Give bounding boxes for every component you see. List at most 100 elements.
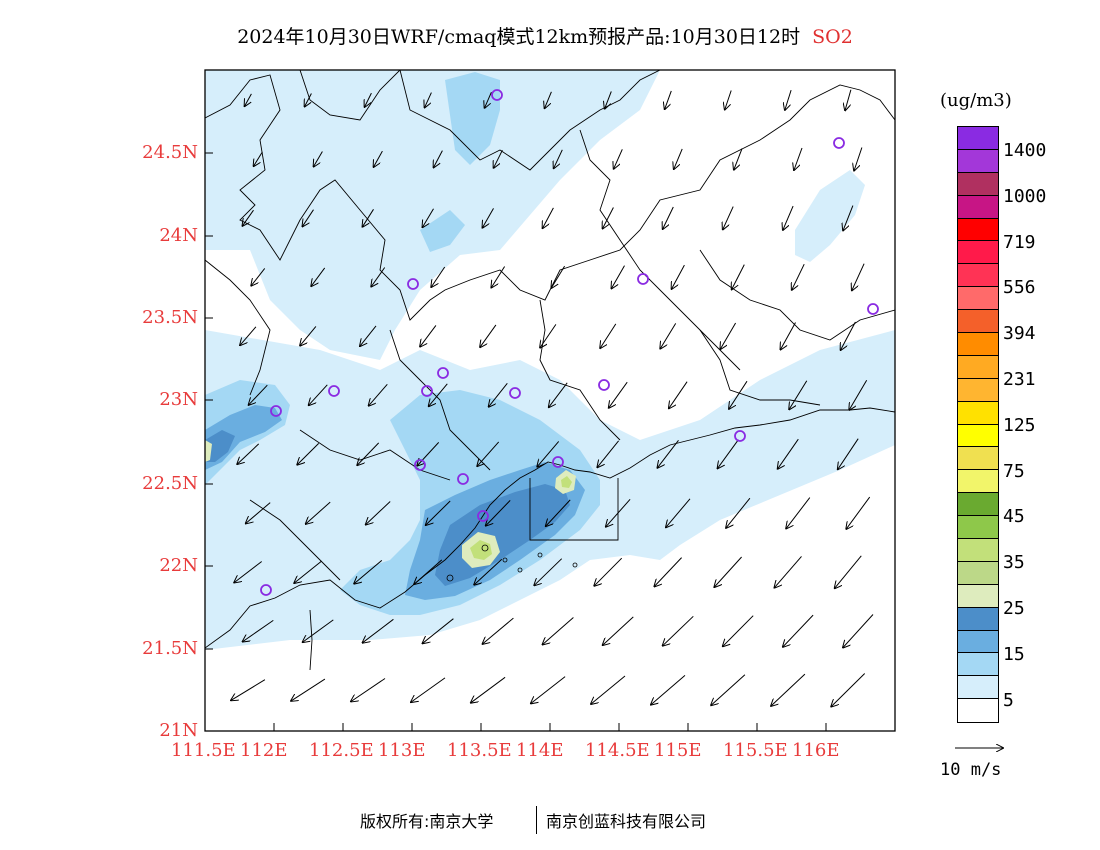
title-main: 2024年10月30日WRF/cmaq模式12km预报产品:10月30日12时: [237, 26, 801, 48]
color-swatch: [958, 287, 998, 311]
wind-arrow: [783, 614, 814, 647]
wind-arrow: [486, 500, 511, 525]
wind-arrow: [554, 149, 563, 168]
wind-arrow: [243, 619, 274, 641]
legend-tick-label: 719: [1003, 231, 1036, 253]
station-marker: [598, 379, 610, 391]
legend-tick-label: 125: [1003, 414, 1036, 436]
wind-arrow: [665, 90, 672, 109]
wind-arrow: [846, 496, 871, 529]
wind-arrow: [666, 498, 691, 527]
lon-tick-label: 115.5E: [723, 740, 788, 761]
wind-arrow: [849, 379, 868, 410]
wind-arrow: [663, 615, 694, 645]
wind-arrow: [597, 440, 619, 467]
color-swatch: [958, 470, 998, 494]
color-swatch: [958, 172, 998, 196]
wind-arrow: [734, 148, 743, 169]
legend-tick-label: 35: [1003, 552, 1025, 574]
wind-arrow: [537, 441, 560, 466]
station-marker: [414, 459, 426, 471]
color-swatch: [958, 676, 998, 700]
wind-arrow: [781, 322, 796, 350]
wind-reference-label: 10 m/s: [940, 760, 1002, 780]
color-swatch: [958, 561, 998, 585]
color-bar: [957, 126, 999, 724]
wind-arrow: [614, 149, 623, 168]
lon-tick-label: 116E: [792, 740, 840, 761]
wind-arrow: [246, 502, 271, 524]
legend-unit: (ug/m3): [940, 90, 1012, 111]
wind-arrow: [471, 676, 506, 702]
wind-arrow: [494, 149, 503, 168]
wind-arrow: [843, 614, 874, 648]
legend-tick-label: 231: [1003, 369, 1036, 390]
wind-arrow: [778, 438, 799, 469]
wind-arrow: [594, 557, 623, 586]
wind-arrow: [303, 209, 314, 227]
lat-tick-label: 22N: [159, 555, 198, 576]
lon-tick-label: 112.5E: [309, 740, 374, 761]
wind-arrow: [245, 93, 252, 106]
wind-arrow: [835, 555, 862, 588]
station-marker: [421, 385, 433, 397]
wind-arrow: [720, 322, 737, 349]
lat-tick-label: 22.5N: [142, 473, 198, 494]
wind-arrow: [477, 441, 500, 466]
wind-arrow: [854, 147, 863, 171]
station-marker: [477, 510, 489, 522]
wind-arrow: [605, 91, 612, 108]
color-swatch: [958, 378, 998, 402]
legend-tick-label: 25: [1003, 598, 1025, 619]
wind-arrow: [303, 619, 334, 642]
wind-arrow: [651, 675, 686, 704]
color-swatch: [958, 539, 998, 562]
legend-tick-label: 15: [1003, 643, 1025, 665]
wind-arrow: [540, 324, 557, 347]
station-marker: [437, 367, 449, 379]
wind-arrow: [591, 675, 626, 704]
wind-arrow: [789, 380, 808, 410]
wind-arrow: [234, 561, 263, 583]
lat-tick-label: 21.5N: [142, 638, 198, 659]
wind-arrow: [480, 324, 497, 347]
legend-tick-label: 75: [1003, 460, 1025, 482]
color-swatch: [958, 195, 998, 219]
color-swatch: [958, 127, 998, 150]
lat-tick-label: 21N: [159, 720, 198, 741]
wind-arrow: [429, 383, 448, 406]
wind-arrow: [669, 381, 688, 409]
station-marker: [509, 387, 521, 399]
wind-arrow: [485, 92, 492, 108]
title-species: SO2: [812, 26, 853, 48]
lat-tick-label: 23.5N: [142, 307, 198, 328]
color-swatch: [958, 653, 998, 677]
wind-arrow: [297, 443, 320, 464]
color-swatch: [958, 447, 998, 471]
wind-arrow: [371, 267, 386, 287]
wind-arrow: [420, 325, 437, 346]
color-swatch: [958, 584, 998, 608]
legend-tick-label: 394: [1003, 323, 1036, 345]
wind-arrow: [786, 497, 811, 529]
color-swatch: [958, 607, 998, 631]
wind-arrow: [306, 501, 331, 524]
wind-arrow: [543, 617, 574, 645]
color-swatch: [958, 149, 998, 173]
wind-arrow: [300, 326, 317, 345]
legend-tick-label: 556: [1003, 277, 1036, 299]
wind-arrow: [249, 384, 268, 405]
wind-arrow: [314, 151, 323, 167]
wind-arrow: [543, 207, 554, 228]
wind-arrow: [351, 678, 386, 702]
wind-arrow: [531, 676, 566, 704]
wind-arrow: [792, 263, 805, 290]
color-swatch: [958, 310, 998, 334]
footer-company: 南京创蓝科技有限公司: [546, 812, 707, 831]
wind-arrow: [606, 498, 631, 526]
wind-arrow: [414, 559, 443, 584]
wind-arrow: [775, 556, 802, 587]
wind-arrow: [729, 380, 748, 409]
station-marker: [833, 137, 845, 149]
